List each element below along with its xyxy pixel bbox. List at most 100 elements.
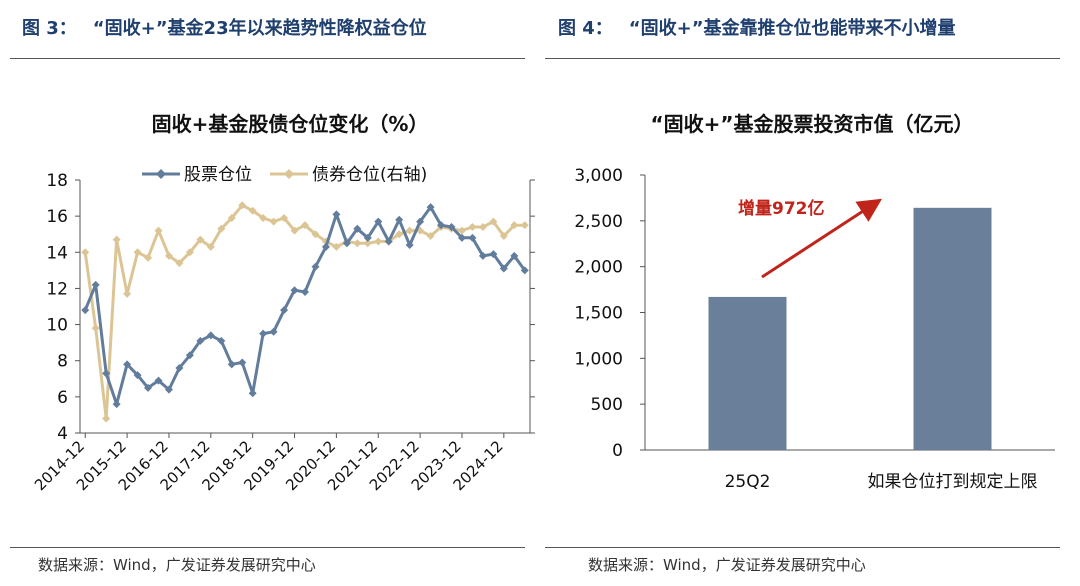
chart-left-title: 固收+基金股债仓位变化（%） [152,112,429,136]
bond-position-point [269,217,278,226]
bond-position-point [280,213,289,222]
bar-1 [708,296,787,450]
bond-position-point [363,239,372,248]
bond-position-point [154,226,163,235]
bond-position-point [290,226,299,235]
stock-position-point [185,351,194,360]
bond-position-point [520,221,529,230]
bond-position-point [144,253,153,262]
figure-3-number: 图 3： [22,18,77,39]
stock-position-point [363,233,372,242]
stock-position-point [290,286,299,295]
stock-position-point [206,331,215,340]
figure-4-number: 图 4： [558,18,613,39]
stock-position-point [457,233,466,242]
stock-position-point [112,400,121,409]
stock-position-point [468,233,477,242]
stock-position-point [437,221,446,230]
stock-position-point [238,358,247,367]
bond-position-point [468,222,477,231]
increment-label: 增量972亿 [738,198,825,219]
stock-position-point [499,264,508,273]
bond-position-point [510,221,519,230]
bond-position-point [91,324,100,333]
stock-position-point [123,360,132,369]
stock-position-point [510,251,519,260]
stock-position-point [280,306,289,315]
stock-position-point [395,215,404,224]
chart-right-title: “固收+”基金股票投资市值（亿元） [650,112,973,136]
bond-position-point [238,201,247,210]
stock-position-point [489,250,498,259]
figure-4-caption: 图 4： “固收+”基金靠推仓位也能带来不小增量 [558,14,956,46]
bond-position-point [311,230,320,239]
bond-position-point [426,232,435,241]
bond-position-point [185,248,194,257]
stock-position-point [164,385,173,394]
y-tick-label: 16 [46,207,68,227]
legend-bond-label: 债券仓位(右轴) [312,165,427,185]
divider-bottom-left [10,547,525,548]
bond-position-point [81,248,90,257]
position-line-chart: 固收+基金股债仓位变化（%） 股票仓位 债券仓位(右轴) 4 6 8 10 12 14 16… [31,112,535,494]
bond-position-point [489,217,498,226]
stock-position-point [426,203,435,212]
bond-position-point [301,221,309,230]
bar-y-tick-label: 3,000 [574,166,623,186]
stock-position-point [311,262,320,271]
bond-position-point [353,239,362,248]
bond-position-point [227,213,236,222]
stock-position-point [520,266,529,275]
y-tick-label: 18 [46,171,68,191]
legend-stock-marker [156,169,166,179]
stock-position-line [83,205,527,406]
divider-top-right [545,58,1060,59]
stock-position-point [269,327,278,336]
bond-position-point [217,224,226,233]
figure-3-caption: 图 3： “固收+”基金23年以来趋势性降权益仓位 [22,14,427,46]
legend-stock-label: 股票仓位 [184,165,252,185]
y-tick-label: 10 [46,316,68,336]
bond-position-point [395,230,404,239]
figure-3-title: “固收+”基金23年以来趋势性降权益仓位 [92,18,427,39]
increment-annotation: 增量972亿 [738,198,883,279]
bond-position-point [259,213,268,222]
stock-position-point [217,336,226,345]
bond-position-point [206,242,215,251]
bar-y-tick-label: 1,500 [574,304,623,324]
stock-position-point [91,280,100,289]
divider-bottom-right [545,547,1060,548]
bond-position-point [164,251,173,260]
bond-position-point [248,206,257,215]
source-note-right: 数据来源：Wind，广发证券发展研究中心 [588,556,866,574]
bond-position-point [112,235,121,244]
y-tick-label: 14 [46,243,68,263]
stock-position-point [227,360,236,369]
stock-position-point [321,242,330,251]
bond-position-point [478,222,487,231]
bond-position-point [374,237,383,246]
stock-position-point [154,376,163,385]
source-note-left: 数据来源：Wind，广发证券发展研究中心 [38,556,316,574]
stock-position-point [405,241,414,250]
bar-y-tick-label: 1,000 [574,349,623,369]
bond-position-point [332,242,341,251]
bond-position-point [102,414,111,423]
stock-position-point [133,371,142,380]
stock-position-point [102,369,111,378]
bond-position-point [196,235,205,244]
bar-2 [913,207,992,450]
bar-category-label: 25Q2 [725,472,771,492]
stock-position-point [342,239,351,248]
stock-position-point [81,306,90,315]
stock-position-point [332,210,341,219]
bond-position-point [457,226,466,235]
divider-top-left [10,58,525,59]
stock-position-point [478,251,487,260]
stock-position-point [301,288,309,297]
y-tick-label: 12 [46,279,68,299]
bar-y-tick-label: 2,000 [574,258,623,278]
figure-4-title: “固收+”基金靠推仓位也能带来不小增量 [628,18,956,39]
stock-position-point [196,336,205,345]
bond-position-point [499,232,508,241]
